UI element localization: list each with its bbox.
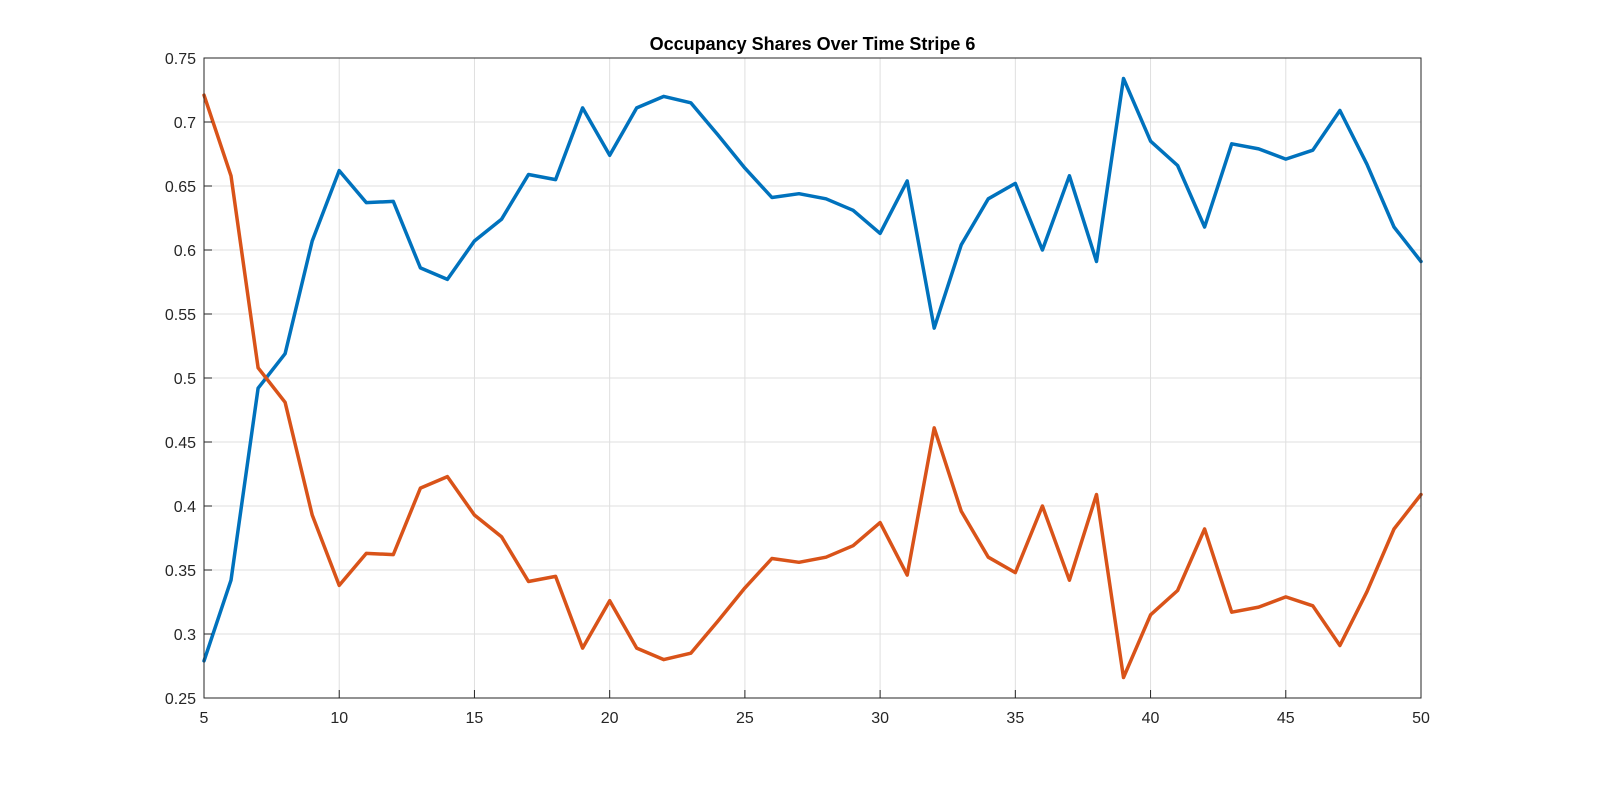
y-tick-label: 0.4 [174, 499, 196, 516]
chart-title: Occupancy Shares Over Time Stripe 6 [650, 34, 976, 54]
x-tick-label: 45 [1277, 710, 1295, 727]
y-tick-label: 0.75 [165, 51, 196, 68]
y-tick-label: 0.55 [165, 307, 196, 324]
y-tick-label: 0.3 [174, 627, 196, 644]
x-tick-label: 25 [736, 710, 754, 727]
y-tick-label: 0.7 [174, 115, 196, 132]
series-line-1 [202, 76, 1423, 663]
x-tick-label: 10 [330, 710, 348, 727]
x-tick-label: 30 [871, 710, 889, 727]
y-tick-label: 0.6 [174, 243, 196, 260]
y-tick-label: 0.25 [165, 691, 196, 708]
y-tick-label: 0.45 [165, 435, 196, 452]
ticks: 5 10 15 20 25 30 35 40 45 50 0.25 0.3 0.35 0.4 0.45 0.5… [165, 51, 1430, 727]
x-tick-label: 35 [1006, 710, 1024, 727]
x-tick-label: 20 [601, 710, 619, 727]
series-layer [202, 76, 1423, 680]
y-tick-label: 0.5 [174, 371, 196, 388]
y-tick-label: 0.35 [165, 563, 196, 580]
series-line-2 [202, 93, 1423, 680]
x-tick-label: 40 [1142, 710, 1160, 727]
x-tick-label: 50 [1412, 710, 1430, 727]
y-tick-label: 0.65 [165, 179, 196, 196]
x-tick-label: 5 [200, 710, 209, 727]
x-tick-label: 15 [466, 710, 484, 727]
